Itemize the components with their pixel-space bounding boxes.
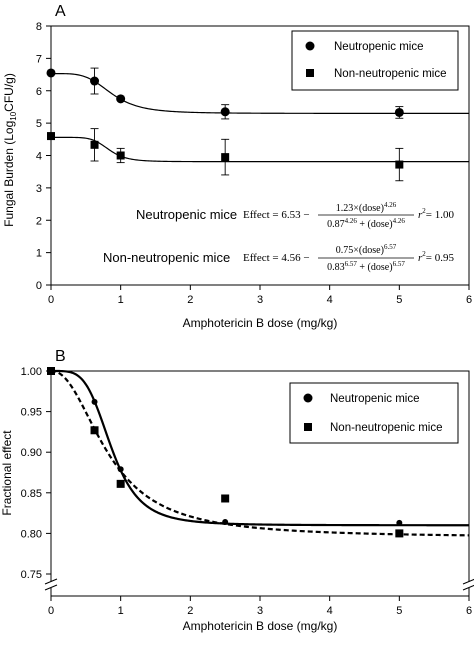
panel-a-x-axis-label: Amphotericin B dose (mg/kg) xyxy=(183,316,338,330)
x-tick-label: 0 xyxy=(48,294,54,306)
x-tick-label: 5 xyxy=(396,294,402,306)
x-tick-label: 4 xyxy=(327,294,333,306)
y-tick-label: 6 xyxy=(36,86,42,98)
equation-r2: r2= 1.00 xyxy=(418,207,454,221)
square-marker xyxy=(47,367,55,375)
square-marker xyxy=(306,69,314,77)
y-tick-label: 3 xyxy=(36,183,42,195)
axis-break-mark xyxy=(44,584,58,591)
square-marker xyxy=(90,426,99,435)
y-tick-label: 0 xyxy=(36,280,42,292)
circle-marker xyxy=(303,393,313,403)
square-marker xyxy=(395,160,404,169)
y-tick-label: 8 xyxy=(36,21,42,33)
fit-curve xyxy=(51,136,469,163)
square-marker xyxy=(90,140,99,149)
legend-box xyxy=(289,382,459,444)
x-tick-label: 0 xyxy=(48,605,54,617)
x-tick-label: 3 xyxy=(257,294,263,306)
equation-denominator: 0.874.26 + (dose)4.26 xyxy=(327,217,405,230)
panel-b: B 0 1 2 3 4 5 6 0.75 0.80 0.85 0.90 0.95 1.00 Neutro… xyxy=(0,348,474,633)
axis-break-mark xyxy=(462,578,474,585)
panel-a-legend: Neutropenic mice Non-neutropenic mice xyxy=(291,30,459,91)
square-marker xyxy=(47,132,55,141)
x-tick-label: 2 xyxy=(187,605,193,617)
y-tick-label: 0.80 xyxy=(21,528,42,540)
legend-label: Neutropenic mice xyxy=(330,393,419,405)
y-tick-label: 1 xyxy=(36,248,42,260)
circle-marker xyxy=(46,68,56,78)
panel-b-y-axis-label: Fractional effect xyxy=(0,430,14,516)
square-marker xyxy=(116,479,125,488)
axis-break-mark xyxy=(462,584,474,591)
panel-a: A 0 1 2 3 4 5 6 0 1 2 3 4 5 6 7 8 Neutropenic mice Non-n… xyxy=(2,3,472,330)
equation-denominator: 0.836.57 + (dose)6.57 xyxy=(327,260,405,273)
legend-label: Non-neutropenic mice xyxy=(330,422,443,434)
circle-marker xyxy=(220,107,230,117)
square-marker xyxy=(395,529,404,538)
panel-b-x-axis-label: Amphotericin B dose (mg/kg) xyxy=(183,619,338,633)
x-tick-label: 5 xyxy=(396,605,402,617)
panel-b-data-points xyxy=(47,367,404,538)
circle-marker xyxy=(305,41,315,51)
circle-marker xyxy=(90,76,100,86)
panel-b-axes: 0 1 2 3 4 5 6 0.75 0.80 0.85 0.90 0.95 1.00 xyxy=(21,366,474,617)
equation-numerator: 0.75×(dose)6.57 xyxy=(336,243,397,256)
x-tick-label: 6 xyxy=(466,605,472,617)
circle-marker xyxy=(91,398,98,405)
x-tick-label: 1 xyxy=(118,605,124,617)
axis-break-gap xyxy=(463,582,474,588)
y-tick-label: 4 xyxy=(36,151,42,163)
circle-marker xyxy=(222,519,229,526)
y-tick-label: 2 xyxy=(36,215,42,227)
axis-break-mark xyxy=(44,578,58,585)
y-label-subscript: 10 xyxy=(9,111,18,120)
equation-numerator: 1.23×(dose)4.26 xyxy=(336,201,397,214)
circle-marker xyxy=(396,519,403,526)
x-tick-label: 3 xyxy=(257,605,263,617)
axis-break-gap xyxy=(45,582,57,588)
equation-non-neutropenic: Non-neutropenic mice Effect = 4.56 − 0.7… xyxy=(103,243,454,273)
equation-neutropenic: Neutropenic mice Effect = 6.53 − 1.23×(d… xyxy=(136,201,454,230)
y-tick-label: 5 xyxy=(36,118,42,130)
y-label-main: Fungal Burden (Log xyxy=(2,121,16,227)
panel-a-axes: 0 1 2 3 4 5 6 0 1 2 3 4 5 6 7 8 xyxy=(36,21,472,306)
legend-box xyxy=(291,30,459,91)
y-tick-label: 0.95 xyxy=(21,407,42,419)
x-tick-label: 4 xyxy=(327,605,333,617)
square-marker xyxy=(221,494,230,503)
panel-b-legend: Neutropenic mice Non-neutropenic mice xyxy=(289,382,459,444)
y-tick-label: 7 xyxy=(36,53,42,65)
y-label-tail: CFU/g) xyxy=(2,73,16,112)
panel-label-a: A xyxy=(55,3,66,20)
panel-label-b: B xyxy=(55,348,66,365)
square-marker xyxy=(221,153,230,162)
x-tick-label: 1 xyxy=(118,294,124,306)
equation-lhs: Effect = 4.56 − xyxy=(243,252,310,264)
y-tick-label: 0.75 xyxy=(21,569,42,581)
y-tick-label: 0.85 xyxy=(21,488,42,500)
circle-marker xyxy=(117,466,124,473)
y-tick-label: 0.90 xyxy=(21,447,42,459)
square-marker xyxy=(304,423,312,431)
x-tick-label: 6 xyxy=(466,294,472,306)
y-tick-label: 1.00 xyxy=(21,366,42,378)
circle-marker xyxy=(394,107,404,117)
square-marker xyxy=(116,151,125,160)
legend-label: Non-neutropenic mice xyxy=(334,68,447,80)
equation-r2: r2= 0.95 xyxy=(418,250,454,264)
equation-label: Neutropenic mice xyxy=(136,207,237,222)
equation-lhs: Effect = 6.53 − xyxy=(243,209,310,221)
panel-a-y-axis-label: Fungal Burden (Log10CFU/g) xyxy=(2,73,18,227)
x-tick-label: 2 xyxy=(187,294,193,306)
circle-marker xyxy=(116,94,126,104)
legend-label: Neutropenic mice xyxy=(334,41,423,53)
equation-label: Non-neutropenic mice xyxy=(103,250,230,265)
panel-a-data-points xyxy=(46,67,404,182)
